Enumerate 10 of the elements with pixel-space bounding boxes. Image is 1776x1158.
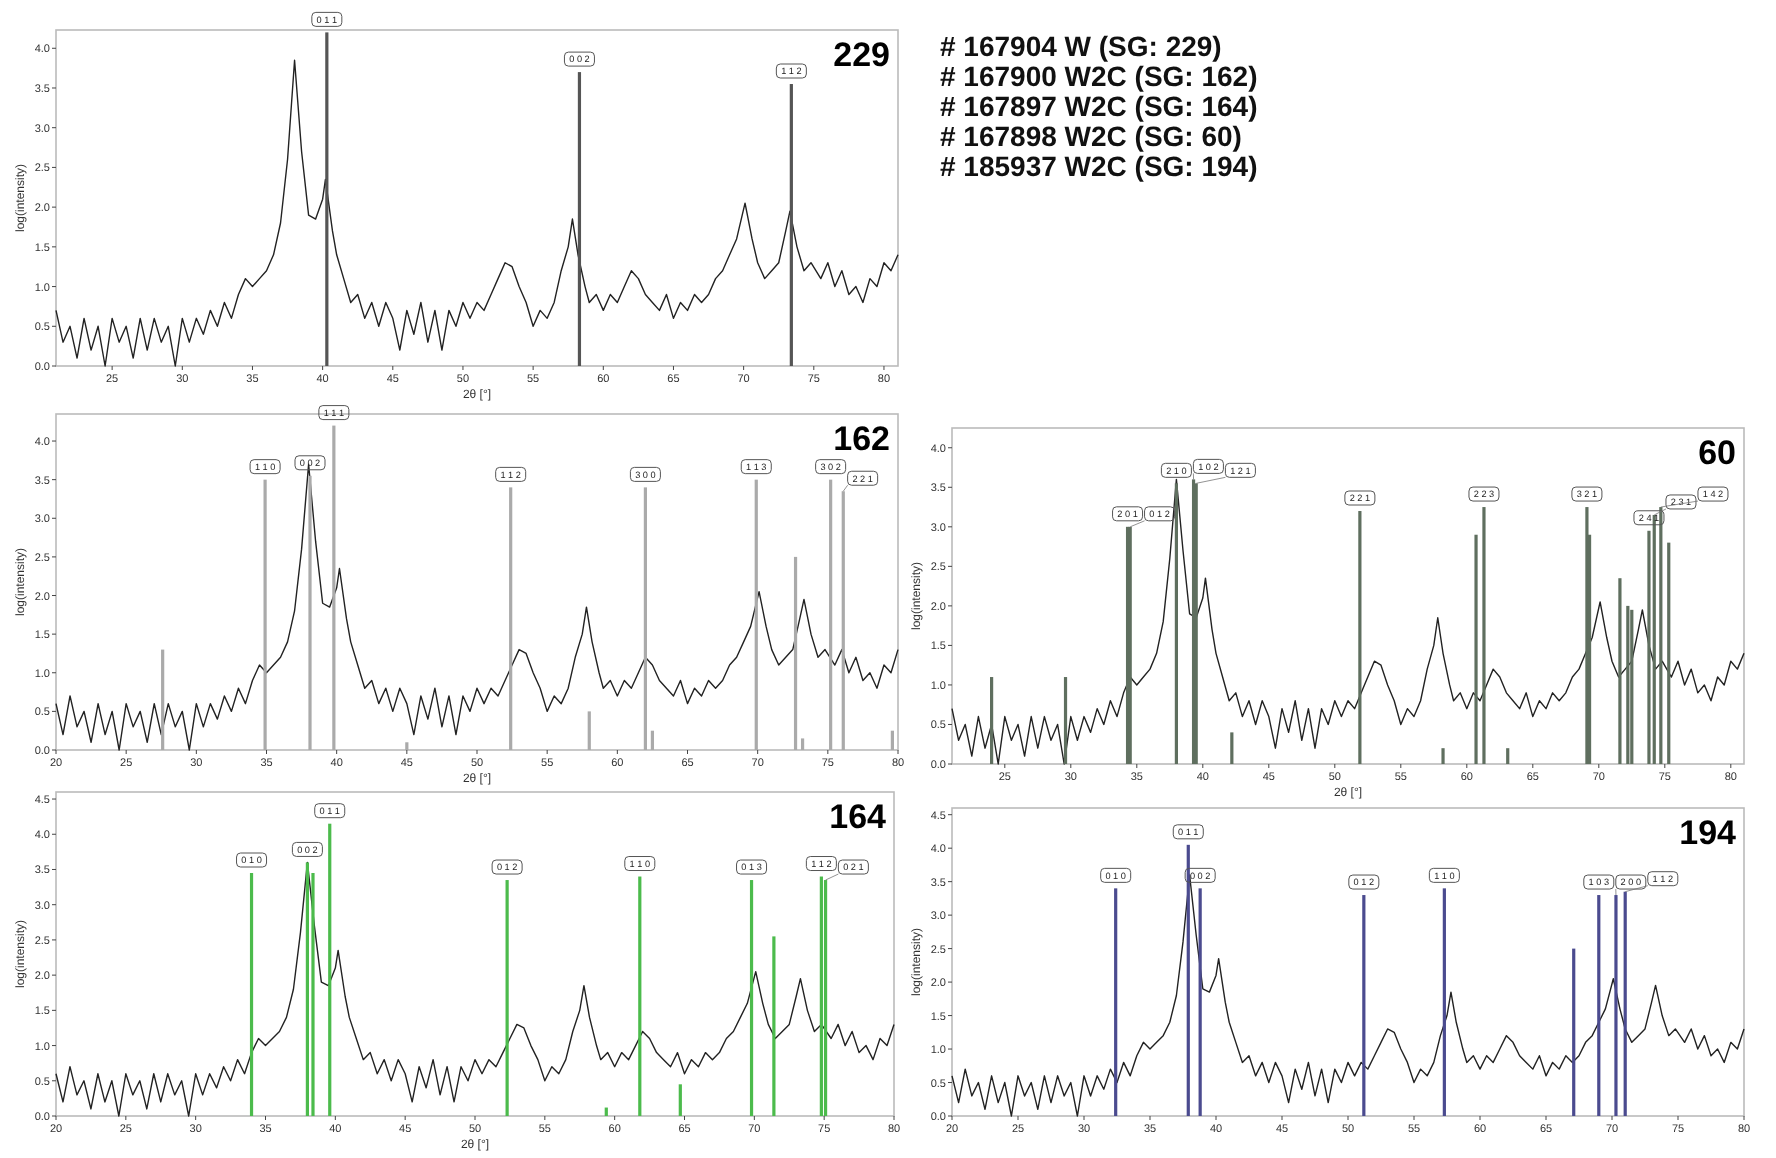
text: # 167897 W2C (SG: 164) xyxy=(940,90,1258,122)
annotation: 229 xyxy=(833,36,890,74)
annotation: 60 xyxy=(1698,434,1736,472)
text: # 167904 W (SG: 229) xyxy=(940,30,1222,62)
text: # 185937 W2C (SG: 194) xyxy=(940,150,1258,182)
annotation: 162 xyxy=(833,420,890,458)
annotation: 164 xyxy=(829,798,888,836)
annotation: 194 xyxy=(1679,814,1738,852)
text: # 167900 W2C (SG: 162) xyxy=(940,60,1258,92)
text: # 167898 W2C (SG: 60) xyxy=(940,120,1242,152)
